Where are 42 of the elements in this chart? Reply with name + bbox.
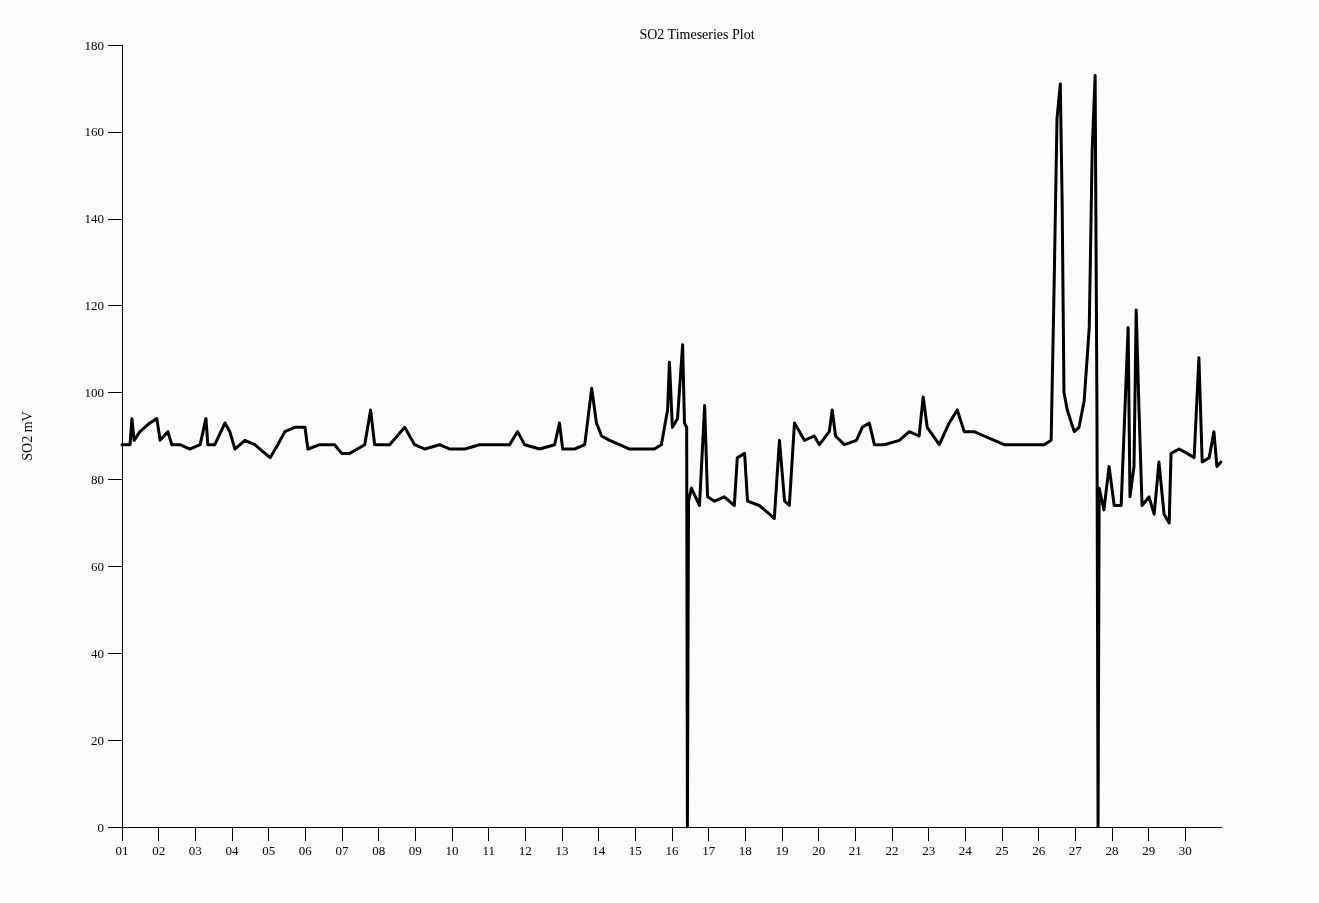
y-tick-label: 120 <box>84 298 104 314</box>
y-tick-label: 0 <box>97 819 104 835</box>
x-tick-label: 28 <box>1105 843 1119 858</box>
x-tick-label: 02 <box>152 843 166 858</box>
x-tick-label: 26 <box>1032 843 1046 858</box>
y-tick-label: 20 <box>91 732 104 748</box>
x-tick-label: 06 <box>298 843 313 858</box>
x-tick-label: 27 <box>1068 843 1083 858</box>
y-tick-label: 160 <box>84 124 104 140</box>
x-tick-label: 07 <box>335 843 349 858</box>
x-tick-label: 20 <box>812 843 826 858</box>
x-tick-label: 18 <box>738 843 752 858</box>
x-tick-label: 23 <box>922 843 936 858</box>
x-tick-label: 01 <box>115 843 129 858</box>
x-tick-label: 19 <box>775 843 789 858</box>
x-tick-label: 08 <box>372 843 386 858</box>
x-tick-label: 21 <box>848 843 862 858</box>
y-tick-label: 100 <box>84 385 104 401</box>
x-tick-label: 05 <box>262 843 276 858</box>
y-tick-label: 180 <box>84 37 104 53</box>
y-axis-title: SO2 mV <box>19 411 35 461</box>
y-tick-label: 60 <box>91 558 104 574</box>
x-tick-label: 17 <box>702 843 716 858</box>
x-tick-label: 12 <box>518 843 532 858</box>
x-tick-label: 13 <box>555 843 569 858</box>
x-tick-label: 25 <box>995 843 1009 858</box>
x-tick-label: 10 <box>445 843 459 858</box>
x-tick-label: 04 <box>225 843 239 858</box>
chart-title: SO2 Timeseries Plot <box>639 26 755 42</box>
y-tick-label: 80 <box>91 471 104 487</box>
x-tick-label: 29 <box>1142 843 1156 858</box>
x-tick-label: 22 <box>885 843 899 858</box>
x-tick-label: 24 <box>958 843 973 858</box>
x-tick-label: 30 <box>1178 843 1192 858</box>
x-tick-label: 15 <box>628 843 642 858</box>
x-tick-label: 11 <box>482 843 495 858</box>
y-tick-label: 140 <box>84 211 104 227</box>
x-tick-label: 03 <box>188 843 202 858</box>
x-tick-label: 09 <box>408 843 422 858</box>
x-tick-label: 14 <box>592 843 606 858</box>
y-tick-label: 40 <box>91 645 104 661</box>
x-tick-label: 16 <box>665 843 679 858</box>
